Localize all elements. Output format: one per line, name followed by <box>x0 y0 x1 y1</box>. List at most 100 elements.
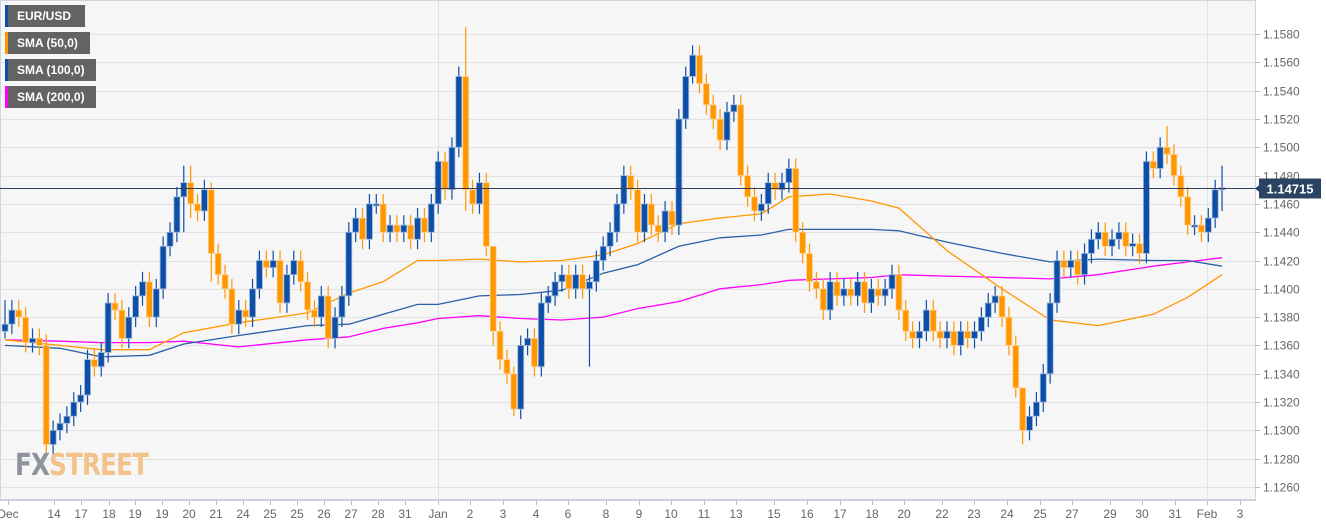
bearish-candle <box>359 208 366 250</box>
candle-body <box>1170 153 1178 176</box>
bearish-candle <box>737 94 745 186</box>
bearish-candle <box>895 264 903 320</box>
candle-body <box>97 352 105 368</box>
x-tick-label: 24 <box>236 507 250 521</box>
bearish-candle <box>242 300 250 328</box>
x-tick-label: 29 <box>1103 507 1117 521</box>
candle-body <box>854 281 862 297</box>
bullish-candle <box>922 300 930 342</box>
candles <box>1 26 1226 455</box>
candle-body <box>531 337 538 368</box>
bullish-candle <box>641 193 648 243</box>
candle-body <box>22 316 30 344</box>
x-tick-label: 24 <box>1000 507 1014 521</box>
bullish-candle <box>957 321 965 356</box>
candle-body <box>180 182 188 198</box>
candle-body <box>372 203 380 207</box>
legend-eurusd[interactable]: EUR/USD <box>5 5 85 27</box>
candle-body <box>1094 231 1102 240</box>
bullish-candle <box>455 66 463 158</box>
bullish-candle <box>1 300 9 339</box>
candle-body <box>104 302 112 353</box>
bearish-candle <box>441 151 449 200</box>
candle-body <box>8 309 16 325</box>
bullish-candle <box>125 307 133 349</box>
candle-body <box>1122 231 1130 247</box>
bullish-candle <box>916 321 923 349</box>
bearish-candle <box>847 278 855 306</box>
candle-body <box>77 394 85 403</box>
bullish-candle <box>345 222 353 306</box>
candle-body <box>812 281 820 290</box>
x-tick-label: 11 <box>698 507 711 521</box>
bearish-candle <box>276 250 284 313</box>
y-tick-label: 1.1300 <box>1263 424 1300 438</box>
candle-body <box>393 224 401 233</box>
candle-body <box>379 203 387 233</box>
x-tick-label: 31 <box>1168 507 1182 521</box>
candle-body <box>304 281 311 311</box>
candle-body <box>496 330 504 360</box>
y-tick-label: 1.1280 <box>1263 453 1300 467</box>
legend-sma200[interactable]: SMA (200,0) <box>5 86 96 108</box>
candle-body <box>861 281 868 304</box>
bullish-candle <box>235 300 243 335</box>
bearish-candle <box>194 193 201 221</box>
legend-color-swatch <box>5 5 8 27</box>
candle-body <box>214 253 222 276</box>
candle-body <box>386 224 394 233</box>
bearish-candle <box>833 271 841 306</box>
legend-sma100[interactable]: SMA (100,0) <box>5 59 96 81</box>
bearish-candle <box>751 186 758 221</box>
bearish-candle <box>407 215 415 250</box>
bullish-candle <box>476 172 483 214</box>
bullish-candle <box>1094 222 1102 250</box>
candle-body <box>689 54 696 77</box>
candle-body <box>661 210 669 233</box>
candle-body <box>819 288 827 311</box>
candle-body <box>290 260 298 276</box>
candle-body <box>874 288 882 297</box>
candle-body <box>929 309 937 332</box>
candle-body <box>448 146 456 191</box>
candle-body <box>207 189 215 254</box>
bullish-candle <box>97 342 105 377</box>
bearish-candle <box>709 94 717 129</box>
bearish-candle <box>393 215 401 243</box>
candle-body <box>565 274 573 290</box>
bearish-candle <box>421 208 428 243</box>
bullish-candle <box>366 193 373 250</box>
bullish-candle <box>352 208 360 243</box>
bullish-candle <box>400 215 408 243</box>
x-tick-label: 13 <box>729 507 743 521</box>
bullish-candle <box>888 264 896 299</box>
y-tick-label: 1.1500 <box>1263 141 1300 155</box>
bullish-candle <box>269 250 277 278</box>
candle-body <box>977 316 985 332</box>
bearish-candle <box>262 250 270 278</box>
candle-body <box>324 295 332 339</box>
candle-body <box>317 295 325 318</box>
bullish-candle <box>1115 222 1123 250</box>
y-tick-label: 1.1460 <box>1263 198 1300 212</box>
candle-body <box>455 76 463 148</box>
bullish-candle <box>139 271 146 306</box>
legend-sma50[interactable]: SMA (50,0) <box>5 32 90 54</box>
candle-body <box>936 330 944 339</box>
candle-body <box>730 104 738 113</box>
bullish-candle <box>132 285 140 328</box>
bearish-candle <box>379 193 387 243</box>
bearish-candle <box>503 349 511 384</box>
x-tick-label: 9 <box>636 507 643 521</box>
candle-body <box>1177 175 1185 198</box>
current-price: 1.14715 <box>0 178 1321 199</box>
candle-body <box>1074 260 1082 276</box>
bullish-candle <box>1108 229 1116 257</box>
candle-body <box>159 245 167 290</box>
y-tick-label: 1.1520 <box>1263 113 1300 127</box>
x-tick-label: 26 <box>317 507 331 521</box>
bullish-candle <box>599 236 607 271</box>
candle-body <box>84 359 91 396</box>
bullish-candle <box>159 236 167 299</box>
candle-body <box>971 330 978 339</box>
